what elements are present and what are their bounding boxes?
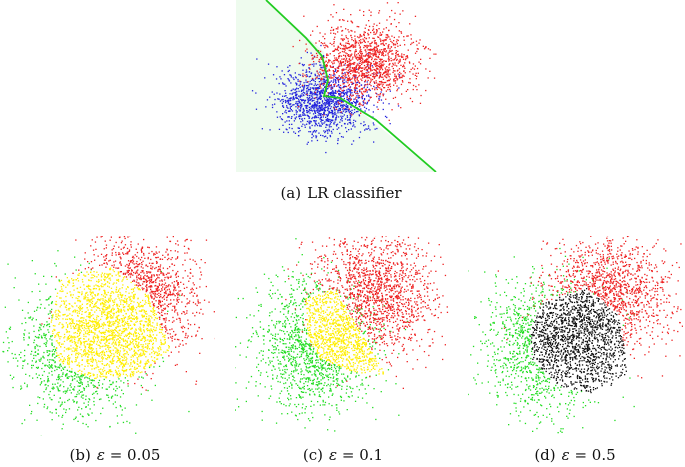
caption-a-text: LR classifier — [307, 184, 402, 202]
panel-c-epsilon-01 — [235, 236, 450, 436]
class2-points — [497, 236, 683, 379]
class2-points — [285, 236, 449, 389]
scatter-plot-b — [2, 236, 215, 436]
class1-points — [235, 238, 409, 432]
abstain-points — [50, 267, 170, 380]
caption-b-epsilon: ε — [96, 446, 105, 464]
class2-points — [292, 2, 437, 121]
caption-a: (a) LR classifier — [236, 184, 446, 202]
caption-d-label: (d) — [534, 446, 556, 464]
scatter-plot-d — [468, 236, 683, 434]
caption-d-epsilon: ε — [561, 446, 570, 464]
caption-c-label: (c) — [302, 446, 324, 464]
caption-c: (c) ε = 0.1 — [268, 446, 418, 464]
caption-b-label: (b) — [69, 446, 91, 464]
caption-a-label: (a) — [280, 184, 302, 202]
panel-d-epsilon-05 — [468, 236, 683, 436]
caption-d: (d) ε = 0.5 — [500, 446, 650, 464]
decision-boundary — [265, 0, 437, 172]
caption-c-value: = 0.1 — [341, 446, 384, 464]
abstain-points — [305, 290, 384, 375]
panel-a-lr-classifier — [236, 0, 446, 172]
class1-points — [251, 44, 401, 154]
caption-d-value: = 0.5 — [574, 446, 616, 464]
caption-c-epsilon: ε — [329, 446, 338, 464]
class2-points — [41, 236, 215, 391]
panel-b-epsilon-005 — [0, 236, 215, 436]
class1-points — [468, 247, 635, 434]
caption-b: (b) ε = 0.05 — [40, 446, 190, 464]
scatter-plot-c — [235, 236, 449, 432]
class1-points — [2, 250, 190, 436]
caption-b-value: = 0.05 — [109, 446, 161, 464]
scatter-plot-a — [236, 0, 437, 172]
abstain-points — [530, 288, 627, 394]
